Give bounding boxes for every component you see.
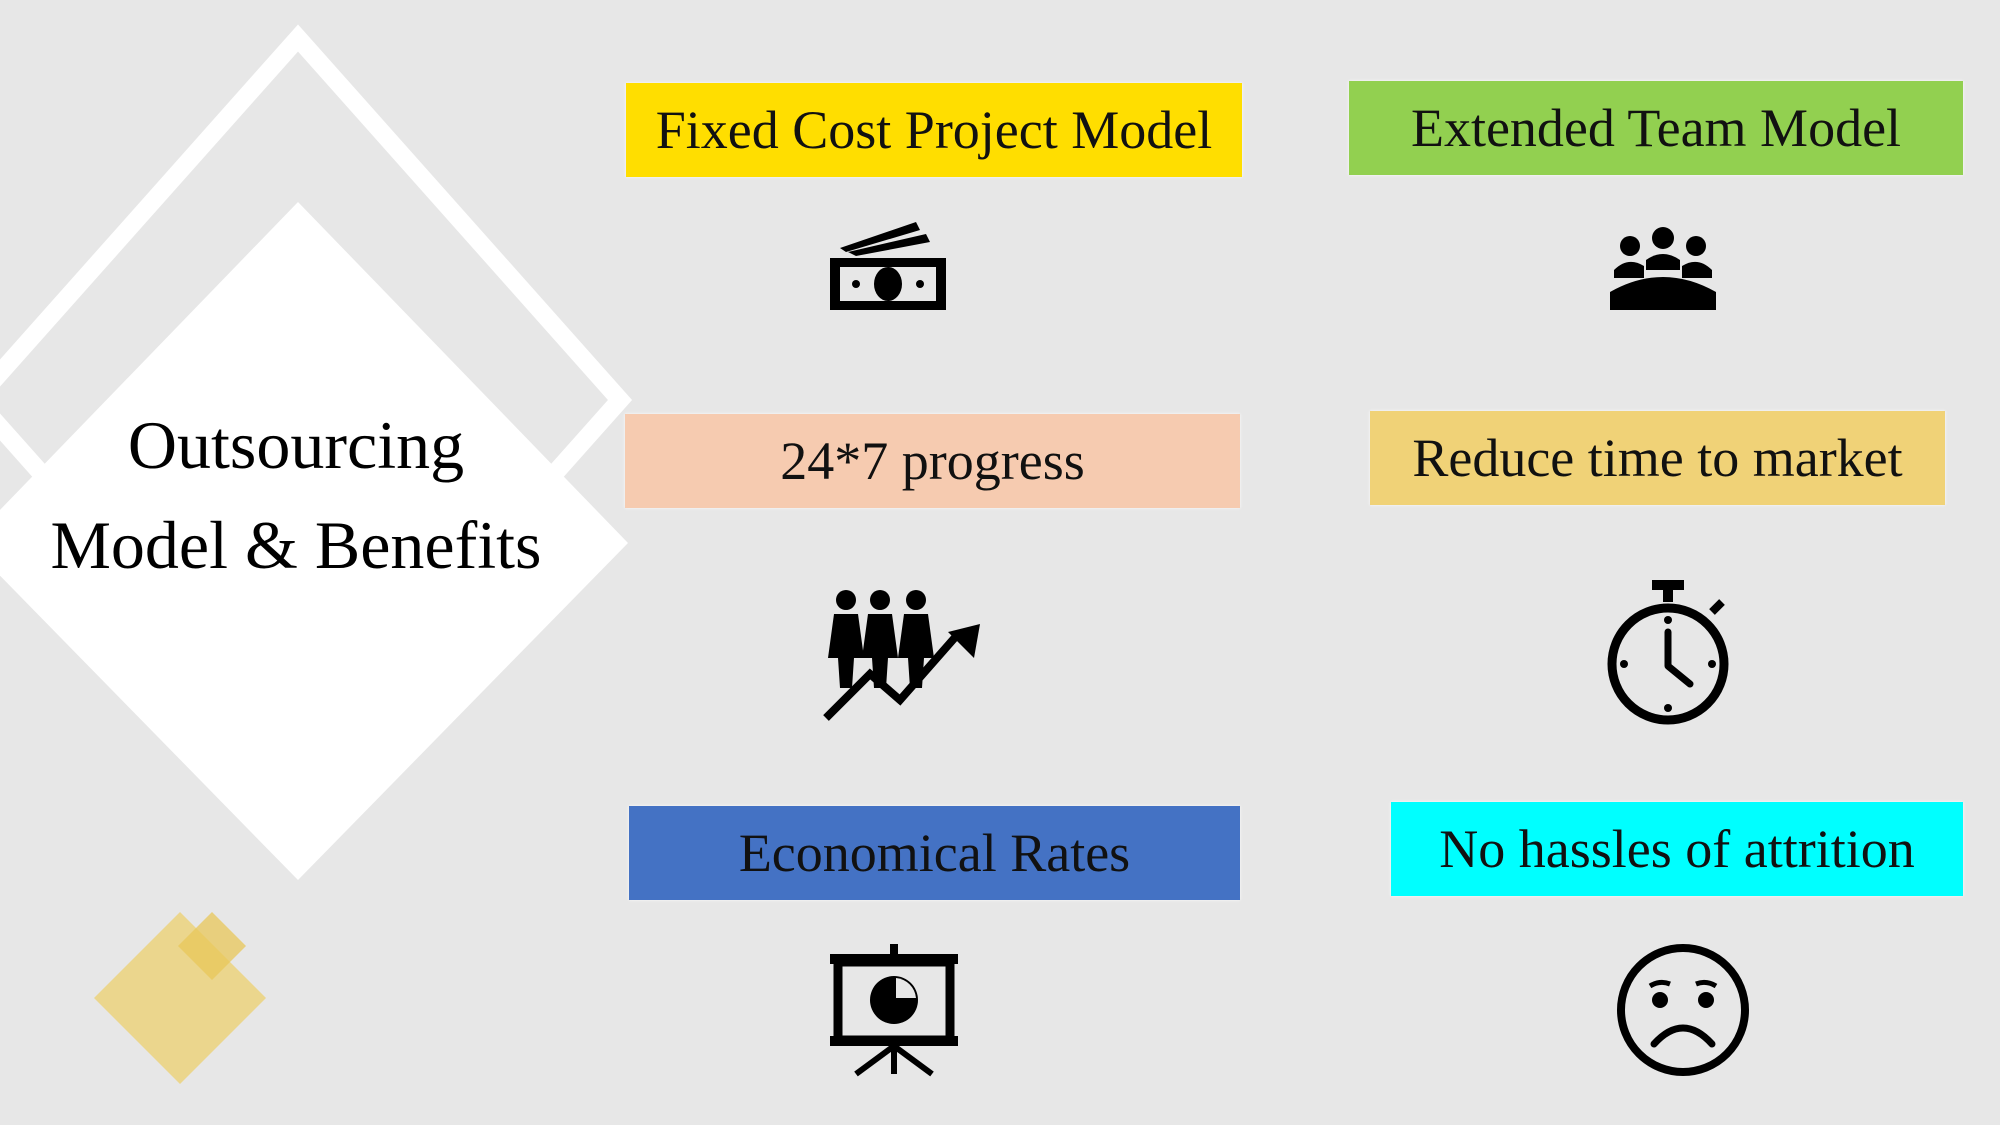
money-icon xyxy=(830,222,946,310)
title-line-1: Outsourcing xyxy=(127,407,465,483)
label-extended-team: Extended Team Model xyxy=(1349,81,1963,175)
label-reduce-time: Reduce time to market xyxy=(1370,411,1945,505)
slide-title: Outsourcing Model & Benefits xyxy=(0,395,592,595)
gold-diamond-small xyxy=(178,912,246,980)
sad-face-icon xyxy=(1617,944,1749,1076)
label-progress: 24*7 progress xyxy=(625,414,1240,508)
label-attrition: No hassles of attrition xyxy=(1391,802,1963,896)
team-meeting-icon xyxy=(1610,227,1716,310)
label-fixed-cost: Fixed Cost Project Model xyxy=(626,83,1242,177)
gold-diamond-large xyxy=(94,912,266,1084)
growth-people-icon xyxy=(823,590,980,721)
title-line-2: Model & Benefits xyxy=(50,507,542,583)
stopwatch-icon xyxy=(1607,580,1729,725)
label-economical: Economical Rates xyxy=(629,806,1240,900)
presentation-chart-icon xyxy=(830,944,958,1077)
white-diamond xyxy=(0,202,628,880)
